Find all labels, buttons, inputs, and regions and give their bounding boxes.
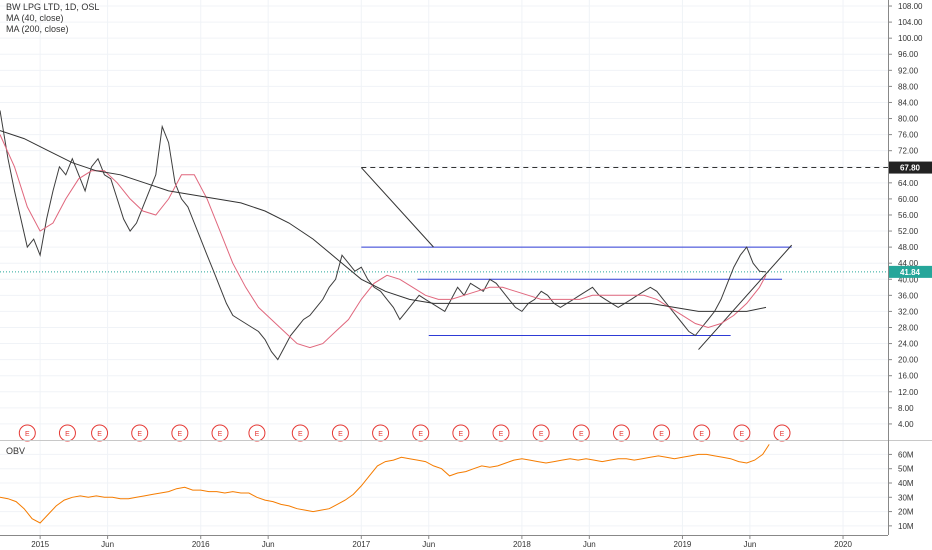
price-tick-label: 36.00	[898, 291, 919, 300]
target-price-label: 67.80	[900, 164, 921, 173]
series-ma200-line	[0, 130, 767, 312]
earnings-marker-label: E	[619, 431, 624, 438]
earnings-marker-label: E	[97, 431, 102, 438]
earnings-marker-label: E	[740, 431, 745, 438]
x-tick-label: 2018	[513, 540, 531, 549]
price-tick-label: 24.00	[898, 340, 919, 349]
measure-line	[360, 167, 434, 248]
price-tick-label: 80.00	[898, 115, 919, 124]
earnings-marker-label: E	[218, 431, 223, 438]
earnings-marker-label: E	[659, 431, 664, 438]
obv-line	[0, 444, 770, 524]
price-tick-label: 44.00	[898, 259, 919, 268]
price-tick-label: 4.00	[898, 420, 914, 429]
trendline	[698, 244, 793, 350]
price-tick-label: 28.00	[898, 323, 919, 332]
price-tick-label: 100.00	[898, 34, 923, 43]
price-tick-label: 16.00	[898, 372, 919, 381]
x-tick-label: 2015	[31, 540, 49, 549]
price-tick-label: 92.00	[898, 66, 919, 75]
earnings-marker-label: E	[499, 431, 504, 438]
x-tick-label: 2016	[192, 540, 210, 549]
earnings-marker-label: E	[780, 431, 785, 438]
price-tick-label: 60.00	[898, 195, 919, 204]
earnings-marker-label: E	[579, 431, 584, 438]
indicator-ma200-label: MA (200, close)	[6, 24, 69, 34]
obv-tick-label: 30M	[898, 493, 914, 502]
price-tick-label: 48.00	[898, 243, 919, 252]
price-tick-label: 84.00	[898, 98, 919, 107]
x-tick-label: Jun	[743, 540, 756, 549]
earnings-marker-label: E	[255, 431, 260, 438]
x-tick-label: Jun	[583, 540, 596, 549]
price-series	[0, 110, 767, 361]
x-tick-label: Jun	[422, 540, 435, 549]
earnings-marker-label: E	[459, 431, 464, 438]
chart-legend: BW LPG LTD, 1D, OSL MA (40, close) MA (2…	[6, 2, 99, 35]
target-price-badge	[889, 161, 932, 174]
channel-lines	[0, 167, 888, 350]
price-tick-label: 32.00	[898, 307, 919, 316]
earnings-marker-label: E	[699, 431, 704, 438]
price-tick-label: 8.00	[898, 404, 914, 413]
obv-tick-label: 50M	[898, 465, 914, 474]
obv-series	[0, 444, 770, 524]
series-close-line	[0, 110, 767, 361]
obv-tick-label: 10M	[898, 522, 914, 531]
obv-pane-label: OBV	[6, 446, 26, 456]
earnings-marker-label: E	[338, 431, 343, 438]
x-tick-label: 2019	[674, 540, 692, 549]
earnings-marker-label: E	[137, 431, 142, 438]
price-tick-label: 96.00	[898, 50, 919, 59]
x-tick-label: 2020	[834, 540, 852, 549]
price-tick-label: 88.00	[898, 82, 919, 91]
price-tick-label: 108.00	[898, 2, 923, 11]
last-price-label: 41.84	[900, 268, 921, 277]
price-tick-label: 56.00	[898, 211, 919, 220]
earnings-marker-label: E	[65, 431, 70, 438]
price-tick-label: 72.00	[898, 147, 919, 156]
price-tick-label: 76.00	[898, 131, 919, 140]
obv-tick-label: 40M	[898, 479, 914, 488]
chart-title: BW LPG LTD, 1D, OSL	[6, 2, 100, 12]
earnings-marker-label: E	[298, 431, 303, 438]
price-tick-label: 52.00	[898, 227, 919, 236]
series-ma40-line	[0, 134, 767, 349]
x-tick-label: Jun	[262, 540, 275, 549]
grid	[0, 0, 888, 535]
obv-tick-label: 20M	[898, 508, 914, 517]
price-tick-label: 12.00	[898, 388, 919, 397]
obv-tick-label: 60M	[898, 450, 914, 459]
x-tick-label: 2017	[352, 540, 370, 549]
x-tick-label: Jun	[101, 540, 114, 549]
earnings-marker-label: E	[418, 431, 423, 438]
price-tick-label: 104.00	[898, 18, 923, 27]
earnings-marker-label: E	[25, 431, 30, 438]
earnings-marker-label: E	[539, 431, 544, 438]
earnings-marker-label: E	[178, 431, 183, 438]
earnings-marker-label: E	[378, 431, 383, 438]
last-price-badge	[889, 265, 932, 278]
price-tick-label: 20.00	[898, 356, 919, 365]
price-tick-label: 40.00	[898, 275, 919, 284]
price-tick-label: 64.00	[898, 179, 919, 188]
indicator-ma40-label: MA (40, close)	[6, 13, 64, 23]
